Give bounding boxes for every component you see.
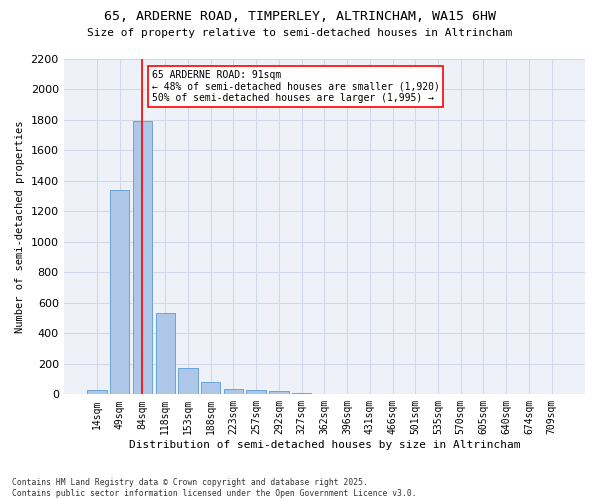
Bar — [110, 190, 130, 394]
Bar — [247, 390, 266, 394]
Bar — [178, 368, 197, 394]
Y-axis label: Number of semi-detached properties: Number of semi-detached properties — [15, 120, 25, 333]
Bar — [88, 390, 107, 394]
Text: Size of property relative to semi-detached houses in Altrincham: Size of property relative to semi-detach… — [88, 28, 512, 38]
Bar — [155, 313, 175, 394]
Bar — [201, 382, 220, 394]
Bar — [292, 393, 311, 394]
Bar — [133, 122, 152, 394]
Bar — [269, 391, 289, 394]
Text: Contains HM Land Registry data © Crown copyright and database right 2025.
Contai: Contains HM Land Registry data © Crown c… — [12, 478, 416, 498]
Text: 65, ARDERNE ROAD, TIMPERLEY, ALTRINCHAM, WA15 6HW: 65, ARDERNE ROAD, TIMPERLEY, ALTRINCHAM,… — [104, 10, 496, 23]
Text: 65 ARDERNE ROAD: 91sqm
← 48% of semi-detached houses are smaller (1,920)
50% of : 65 ARDERNE ROAD: 91sqm ← 48% of semi-det… — [152, 70, 439, 103]
X-axis label: Distribution of semi-detached houses by size in Altrincham: Distribution of semi-detached houses by … — [128, 440, 520, 450]
Bar — [224, 389, 243, 394]
